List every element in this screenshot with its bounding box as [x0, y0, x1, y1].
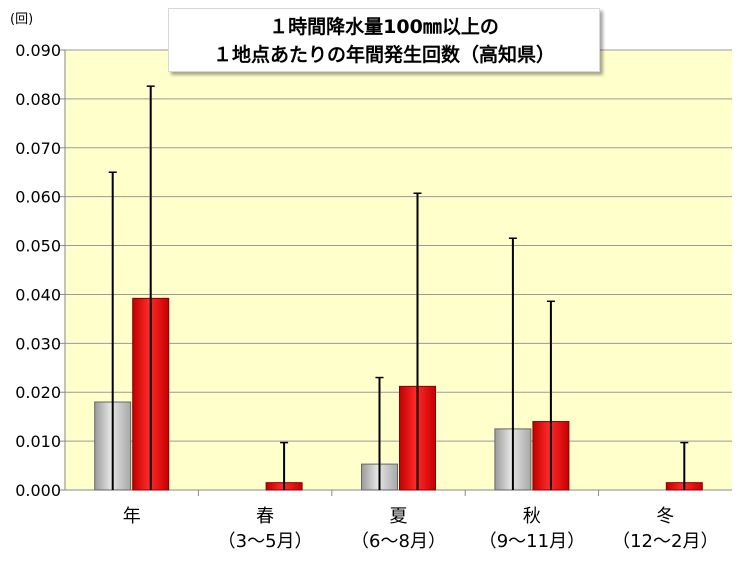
y-tick-label: 0.060 [15, 188, 61, 207]
x-category-label: 年 [123, 506, 141, 527]
y-tick-label: 0.070 [15, 139, 61, 158]
y-tick-label: 0.080 [15, 90, 61, 109]
x-category-label: 夏 [390, 506, 408, 527]
chart-title: １時間降水量100㎜以上の １地点あたりの年間発生回数（高知県） [168, 8, 600, 72]
x-category-label: （12～2月） [612, 531, 718, 552]
plot-area [65, 50, 732, 490]
y-tick-label: 0.010 [15, 432, 61, 451]
y-tick-label: 0.020 [15, 383, 61, 402]
x-category-label: 冬 [656, 506, 674, 527]
y-tick-label: 0.050 [15, 237, 61, 256]
chart-title-line-2: １地点あたりの年間発生回数（高知県） [212, 44, 555, 66]
chart-title-line-1: １時間降水量100㎜以上の [269, 16, 499, 38]
x-category-label: 秋 [523, 506, 541, 527]
y-tick-label: 0.000 [15, 481, 61, 500]
y-tick-label: 0.030 [15, 334, 61, 353]
x-category-label: （9～11月） [479, 531, 585, 552]
x-category-label: （3～5月） [218, 531, 313, 552]
x-category-label: 春 [256, 506, 274, 527]
y-tick-label: 0.040 [15, 285, 61, 304]
y-axis-unit: (回) [10, 12, 34, 27]
x-category-label: （6～8月） [351, 531, 446, 552]
y-tick-label: 0.090 [15, 41, 61, 60]
